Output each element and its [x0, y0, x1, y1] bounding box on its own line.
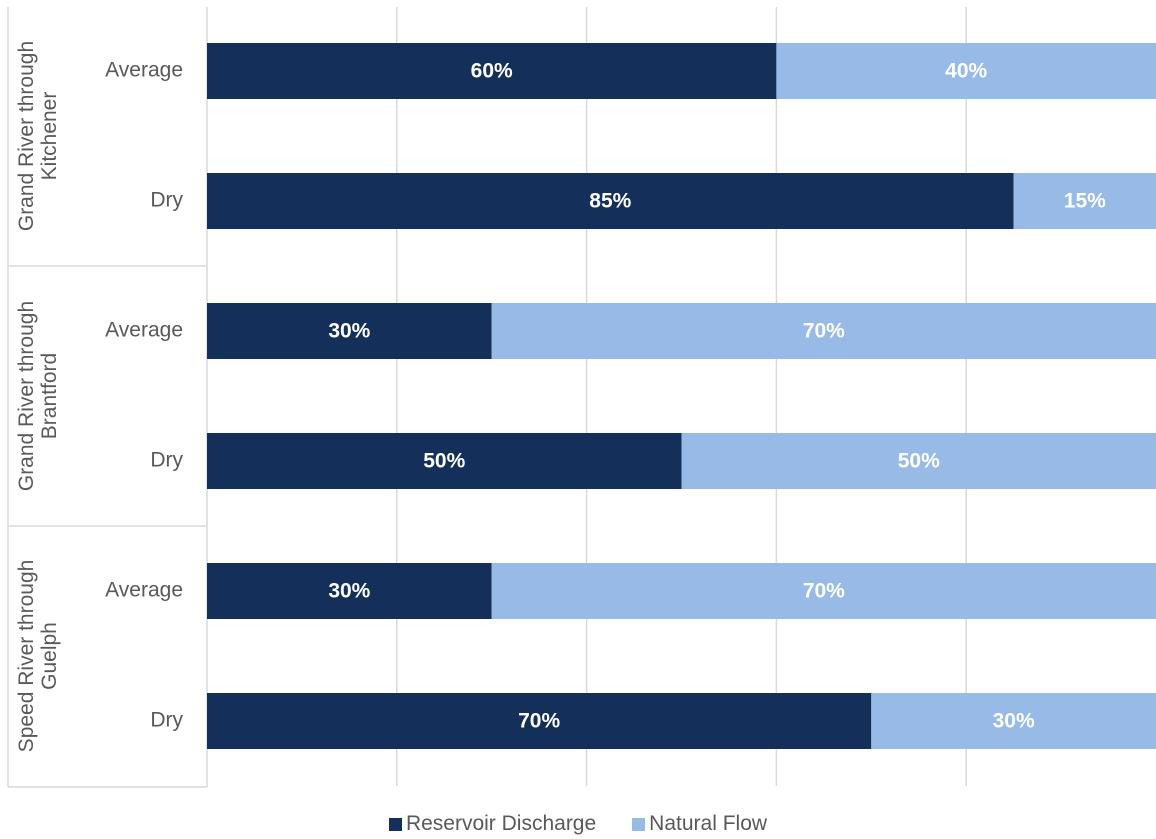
bar-segment — [207, 433, 682, 489]
group-label: Grand River through Kitchener — [15, 40, 61, 232]
bar-segment — [681, 433, 1156, 489]
legend-item: Natural Flow — [632, 812, 767, 836]
legend-label: Reservoir Discharge — [405, 812, 597, 835]
category-label: Dry — [150, 709, 183, 732]
category-label: Average — [105, 59, 183, 82]
legend-swatch — [388, 817, 402, 831]
value-label: 30% — [993, 710, 1035, 733]
value-label: 70% — [803, 320, 845, 343]
category-label: Average — [105, 319, 183, 342]
legend: Reservoir Discharge Natural Flow — [0, 812, 1156, 836]
value-label: 40% — [945, 60, 987, 83]
value-label: 70% — [803, 580, 845, 603]
bar-segment — [1013, 173, 1156, 229]
legend-item: Reservoir Discharge — [388, 812, 597, 836]
value-label: 50% — [898, 450, 940, 473]
group-label: Speed River through Guelph — [15, 559, 61, 753]
category-label: Average — [105, 579, 183, 602]
value-label: 60% — [471, 60, 513, 83]
value-label: 85% — [589, 190, 631, 213]
bar-segment — [207, 693, 872, 749]
bar-segment — [207, 563, 492, 619]
bar-segment — [491, 563, 1156, 619]
value-label: 50% — [423, 450, 465, 473]
value-label: 30% — [328, 320, 370, 343]
bar-segment — [776, 43, 1156, 99]
category-label: Dry — [150, 449, 183, 472]
legend-label: Natural Flow — [649, 812, 768, 835]
bar-segment — [207, 43, 777, 99]
bar-segment — [491, 303, 1156, 359]
value-label: 15% — [1064, 190, 1106, 213]
value-label: 70% — [518, 710, 560, 733]
bar-segment — [207, 303, 492, 359]
category-label: Dry — [150, 189, 183, 212]
bar-segment — [207, 173, 1014, 229]
group-label: Grand River through Brantford — [15, 300, 61, 492]
value-label: 30% — [328, 580, 370, 603]
legend-swatch — [632, 817, 646, 831]
bar-segment — [871, 693, 1156, 749]
